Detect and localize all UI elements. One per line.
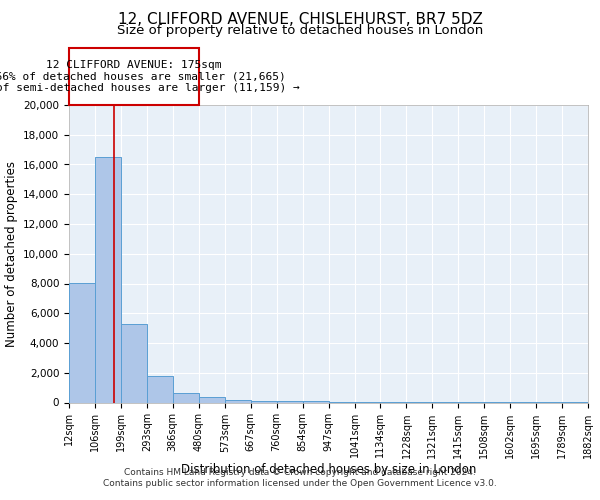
Bar	[277, 401, 302, 402]
Y-axis label: Number of detached properties: Number of detached properties	[5, 161, 17, 347]
Bar	[95, 157, 121, 402]
Text: Contains HM Land Registry data © Crown copyright and database right 2024.
Contai: Contains HM Land Registry data © Crown c…	[103, 468, 497, 487]
Bar	[224, 400, 251, 402]
Bar	[121, 324, 147, 402]
Text: 12, CLIFFORD AVENUE, CHISLEHURST, BR7 5DZ: 12, CLIFFORD AVENUE, CHISLEHURST, BR7 5D…	[118, 12, 482, 28]
Bar	[69, 283, 95, 403]
X-axis label: Distribution of detached houses by size in London: Distribution of detached houses by size …	[181, 464, 476, 476]
Bar	[147, 376, 173, 402]
Text: 12 CLIFFORD AVENUE: 175sqm
← 66% of detached houses are smaller (21,665)
34% of : 12 CLIFFORD AVENUE: 175sqm ← 66% of deta…	[0, 60, 299, 93]
Bar	[199, 398, 224, 402]
Text: Size of property relative to detached houses in London: Size of property relative to detached ho…	[117, 24, 483, 37]
Bar	[251, 400, 277, 402]
Bar	[173, 393, 199, 402]
